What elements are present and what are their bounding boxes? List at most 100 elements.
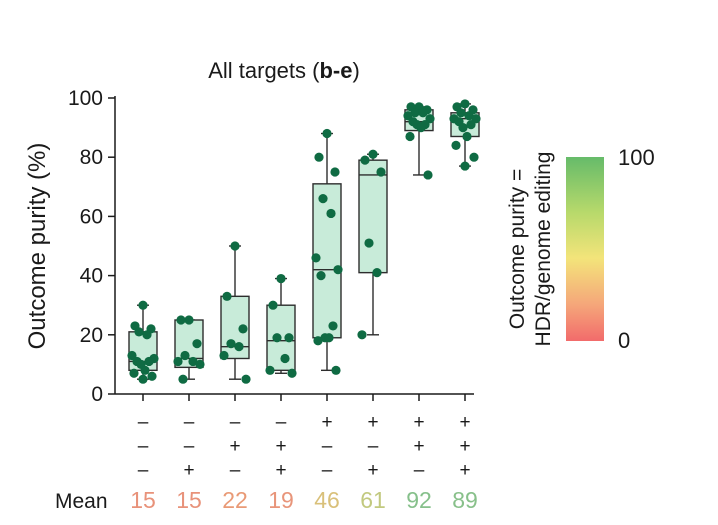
colorbar-label-line1: Outcome purity = — [506, 169, 529, 329]
data-point — [144, 356, 154, 367]
condition-sign: – — [230, 460, 241, 481]
mean-values: 15 15 22 19 46 61 92 89 — [130, 487, 478, 513]
box-group — [265, 273, 297, 378]
data-point — [219, 350, 229, 361]
data-point — [142, 330, 152, 340]
mean-value: 46 — [314, 487, 340, 513]
box-series — [127, 99, 481, 384]
data-point — [368, 149, 378, 159]
data-point — [460, 99, 470, 109]
chart-title: All targets (b-e) — [208, 58, 360, 83]
mean-value: 19 — [268, 487, 294, 513]
data-point — [318, 194, 328, 204]
y-tick-label: 100 — [68, 87, 103, 110]
data-point — [129, 368, 139, 378]
data-point — [405, 131, 415, 142]
condition-sign: – — [368, 436, 379, 457]
data-point — [287, 368, 297, 378]
condition-sign: – — [184, 412, 195, 433]
data-point — [276, 273, 286, 284]
box-group — [219, 241, 251, 384]
colorbar-label-line2: HDR/genome editing — [532, 152, 555, 347]
data-point — [238, 324, 248, 334]
data-point — [138, 374, 148, 384]
data-point — [376, 167, 386, 177]
condition-sign: + — [367, 460, 378, 481]
mean-value: 22 — [222, 487, 248, 513]
axes: 0 20 40 60 80 100 — [68, 87, 474, 406]
condition-sign: – — [322, 460, 333, 481]
data-point — [456, 108, 466, 118]
mean-value: 61 — [360, 487, 386, 513]
box-group — [311, 128, 343, 375]
data-point — [195, 359, 205, 369]
data-point — [357, 330, 367, 340]
data-point — [464, 111, 474, 121]
y-tick-label: 0 — [91, 383, 103, 406]
condition-table: – – – – + + + + – – + + – – + + – + – + – + – + — [138, 412, 471, 481]
data-point — [140, 365, 150, 375]
y-tick-label: 60 — [80, 205, 103, 228]
box-group — [449, 99, 481, 171]
data-point — [188, 356, 198, 367]
data-point — [314, 152, 324, 162]
data-point — [416, 123, 426, 133]
data-point — [230, 241, 240, 251]
data-point — [326, 208, 336, 219]
colorbar-max-label: 100 — [618, 145, 655, 170]
data-point — [328, 321, 338, 331]
data-point — [322, 128, 332, 139]
data-point — [280, 353, 290, 364]
condition-sign: + — [183, 460, 194, 481]
box-group — [357, 149, 388, 340]
mean-value: 89 — [452, 487, 478, 513]
data-point — [178, 374, 188, 384]
data-point — [451, 140, 461, 150]
data-point — [265, 365, 275, 375]
data-point — [410, 108, 420, 118]
condition-sign: + — [367, 412, 378, 433]
condition-sign: – — [414, 460, 425, 481]
y-axis-label: Outcome purity (%) — [24, 143, 51, 350]
data-point — [138, 300, 148, 310]
data-point — [331, 365, 341, 375]
data-point — [234, 342, 244, 352]
data-point — [360, 155, 370, 165]
y-tick-label: 40 — [80, 265, 103, 288]
data-point — [176, 315, 186, 325]
condition-sign: + — [275, 460, 286, 481]
condition-sign: + — [413, 436, 424, 457]
data-point — [134, 327, 144, 337]
data-point — [272, 333, 282, 343]
data-point — [372, 268, 382, 278]
data-point — [418, 108, 428, 118]
condition-sign: – — [276, 412, 287, 433]
data-point — [364, 238, 374, 248]
mean-value: 92 — [406, 487, 432, 513]
condition-sign: + — [459, 436, 470, 457]
condition-sign: + — [413, 412, 424, 433]
data-point — [330, 167, 340, 177]
data-point — [241, 374, 251, 384]
y-tick-label: 80 — [80, 146, 103, 169]
data-point — [284, 333, 294, 343]
data-point — [462, 131, 472, 142]
condition-sign: – — [322, 436, 333, 457]
colorbar-min-label: 0 — [618, 328, 630, 353]
condition-sign: + — [229, 436, 240, 457]
data-point — [268, 300, 278, 310]
condition-sign: – — [184, 436, 195, 457]
data-point — [184, 315, 194, 325]
condition-sign: – — [138, 412, 149, 433]
mean-value: 15 — [130, 487, 156, 513]
data-point — [460, 161, 470, 171]
condition-sign: + — [321, 412, 332, 433]
box-group — [127, 300, 159, 384]
data-point — [313, 336, 323, 346]
data-point — [192, 339, 202, 349]
data-point — [173, 356, 183, 367]
data-point — [180, 350, 190, 361]
mean-value: 15 — [176, 487, 202, 513]
colorbar: 100 0 Outcome purity = HDR/genome editin… — [506, 145, 655, 353]
